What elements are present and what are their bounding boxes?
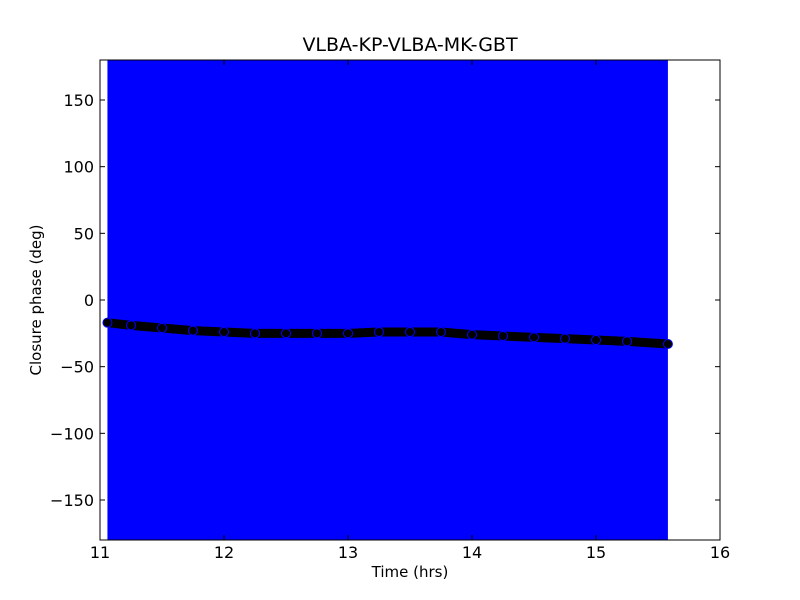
data-point bbox=[374, 327, 384, 337]
y-tick-label: −50 bbox=[60, 358, 94, 377]
data-point bbox=[467, 329, 477, 340]
y-tick-label: −150 bbox=[50, 491, 94, 510]
x-tick-label: 13 bbox=[338, 543, 358, 562]
data-point bbox=[498, 331, 508, 341]
y-tick-label: 100 bbox=[63, 158, 94, 177]
data-point bbox=[622, 336, 632, 347]
y-tick-label: 50 bbox=[74, 224, 94, 243]
x-tick-label: 15 bbox=[586, 543, 606, 562]
data-point bbox=[188, 325, 198, 336]
x-tick-label: 11 bbox=[90, 543, 110, 562]
x-tick-label: 12 bbox=[214, 543, 234, 562]
data-point bbox=[343, 328, 353, 339]
data-point bbox=[281, 328, 291, 339]
data-point bbox=[157, 323, 167, 333]
x-tick-label: 14 bbox=[462, 543, 482, 562]
error-band-layer bbox=[107, 60, 668, 540]
data-point bbox=[102, 317, 113, 328]
x-tick-label: 16 bbox=[710, 543, 730, 562]
y-tick-label: 0 bbox=[84, 291, 94, 310]
data-point bbox=[436, 327, 446, 337]
data-point bbox=[529, 332, 539, 343]
y-tick-label: 150 bbox=[63, 91, 94, 110]
data-point bbox=[126, 320, 136, 331]
data-point bbox=[662, 339, 673, 349]
tick-layer: 11 12 13 14 15 16 −150 −100 −50 0 50 100 150 bbox=[50, 60, 730, 562]
data-point bbox=[250, 328, 260, 339]
chart-title: VLBA-KP-VLBA-MK-GBT bbox=[302, 34, 518, 56]
series-layer bbox=[102, 317, 673, 349]
data-point bbox=[219, 327, 229, 337]
data-point bbox=[591, 335, 601, 345]
data-point bbox=[560, 333, 570, 344]
y-axis-label: Closure phase (deg) bbox=[27, 225, 45, 376]
data-point bbox=[405, 327, 415, 337]
y-tick-label: −100 bbox=[50, 424, 94, 443]
x-axis-label: Time (hrs) bbox=[371, 563, 449, 581]
data-point bbox=[312, 328, 322, 339]
error-band bbox=[107, 60, 668, 540]
